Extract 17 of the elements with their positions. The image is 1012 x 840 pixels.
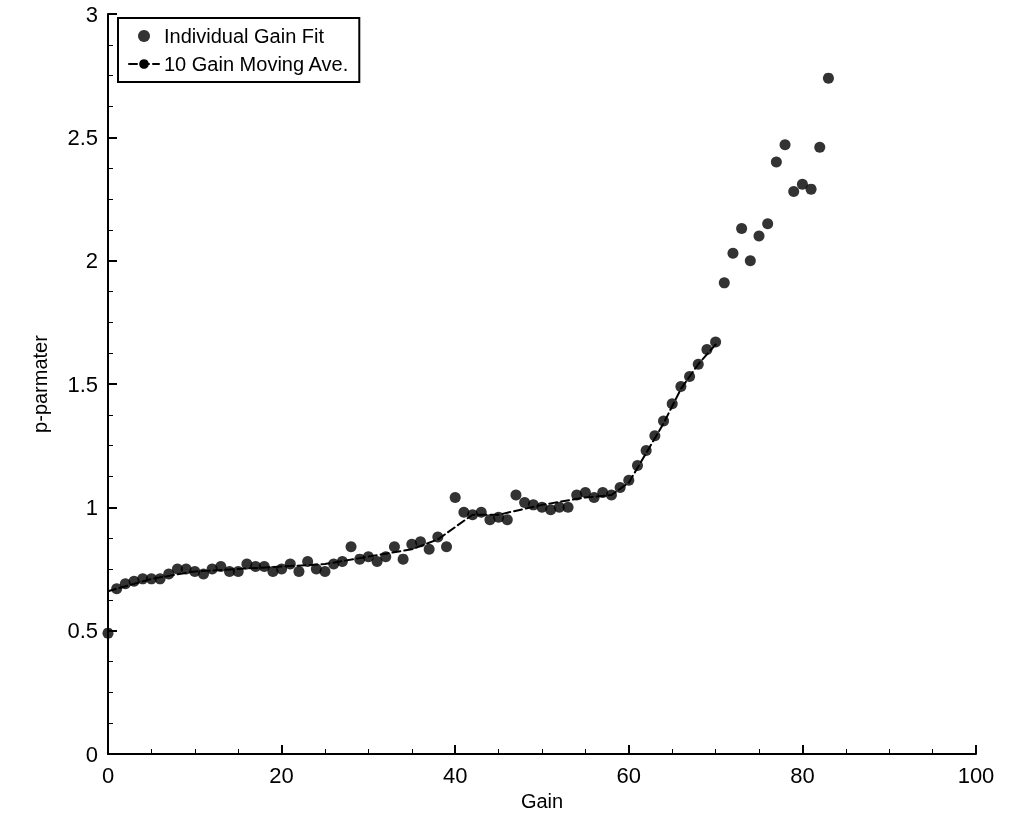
y-axis-title: p-parmater <box>29 334 51 433</box>
x-axis-title: Gain <box>520 789 564 812</box>
y-tick-label: 1 <box>85 494 98 520</box>
y-tick-label: 1.5 <box>67 371 98 397</box>
legend-label: 10 Gain Moving Ave. <box>164 53 349 75</box>
y-tick-label: 2 <box>85 248 98 274</box>
x-tick-label: 100 <box>957 762 995 788</box>
y-tick-label: 0 <box>85 741 98 767</box>
y-tick-label: 3 <box>85 1 98 27</box>
x-tick-label: 60 <box>616 762 642 788</box>
x-tick-label: 80 <box>790 762 815 788</box>
x-tick-label: 40 <box>442 762 468 788</box>
legend-label: Individual Gain Fit <box>164 25 325 47</box>
y-tick-label: 2.5 <box>67 124 98 150</box>
x-tick-label: 0 <box>101 762 115 788</box>
y-tick-label: 0.5 <box>67 618 98 644</box>
x-tick-label: 20 <box>269 762 294 788</box>
